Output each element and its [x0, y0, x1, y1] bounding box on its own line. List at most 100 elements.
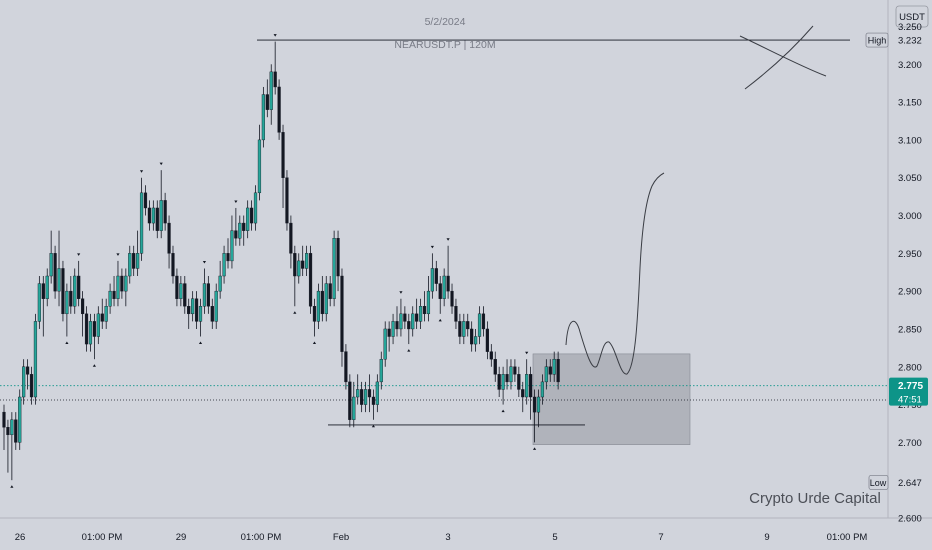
- candle[interactable]: [324, 276, 328, 322]
- candle[interactable]: [360, 381, 364, 413]
- candle[interactable]: [92, 313, 96, 360]
- candle[interactable]: [316, 283, 320, 329]
- candle[interactable]: [375, 374, 379, 413]
- candle[interactable]: [124, 268, 128, 307]
- candle[interactable]: [450, 283, 454, 314]
- candle[interactable]: [434, 260, 438, 292]
- candle[interactable]: [415, 298, 419, 329]
- candle[interactable]: [151, 200, 155, 231]
- candle[interactable]: [265, 79, 269, 118]
- candle[interactable]: [100, 298, 104, 329]
- candle[interactable]: [147, 200, 152, 231]
- candle[interactable]: [513, 359, 517, 382]
- candle[interactable]: [521, 381, 525, 413]
- candle[interactable]: [143, 185, 148, 216]
- candle[interactable]: [293, 245, 297, 307]
- candle[interactable]: [53, 245, 57, 299]
- candle[interactable]: [458, 313, 462, 345]
- candle[interactable]: [25, 359, 30, 390]
- candle[interactable]: [77, 260, 81, 307]
- candle[interactable]: [116, 260, 120, 307]
- candle[interactable]: [253, 185, 258, 231]
- candle[interactable]: [198, 298, 203, 337]
- candle[interactable]: [328, 276, 332, 307]
- candle[interactable]: [249, 200, 254, 231]
- candle[interactable]: [308, 245, 313, 314]
- candle[interactable]: [544, 359, 548, 390]
- candle[interactable]: [532, 389, 537, 443]
- candle[interactable]: [2, 404, 6, 450]
- candle[interactable]: [446, 245, 450, 299]
- time-axis[interactable]: 26 01:00 PM 29 01:00 PM Feb 3 5 7 9 01:00 PM: [15, 532, 868, 543]
- candle[interactable]: [159, 170, 163, 239]
- candle[interactable]: [399, 298, 403, 337]
- candle[interactable]: [238, 215, 242, 246]
- candle[interactable]: [33, 313, 38, 405]
- candle[interactable]: [352, 381, 356, 428]
- candle[interactable]: [210, 298, 214, 329]
- candle[interactable]: [22, 359, 26, 405]
- candle[interactable]: [489, 344, 493, 367]
- candle[interactable]: [6, 419, 10, 473]
- candle[interactable]: [57, 230, 61, 307]
- candle[interactable]: [18, 389, 22, 450]
- candle[interactable]: [191, 291, 195, 322]
- candle[interactable]: [10, 412, 14, 481]
- candle[interactable]: [273, 41, 277, 95]
- candle[interactable]: [61, 260, 65, 322]
- candle[interactable]: [139, 177, 144, 261]
- candle[interactable]: [383, 321, 387, 367]
- candle[interactable]: [289, 215, 293, 269]
- candle[interactable]: [214, 283, 218, 329]
- candle[interactable]: [493, 351, 497, 382]
- candle[interactable]: [430, 253, 434, 299]
- candle[interactable]: [128, 245, 132, 284]
- candle[interactable]: [454, 298, 458, 329]
- candle[interactable]: [88, 313, 93, 352]
- candle[interactable]: [474, 328, 478, 352]
- candle[interactable]: [132, 245, 136, 277]
- candle[interactable]: [556, 351, 560, 390]
- candle[interactable]: [344, 344, 348, 390]
- candle[interactable]: [497, 366, 501, 398]
- candle[interactable]: [49, 230, 53, 284]
- candle[interactable]: [80, 291, 85, 337]
- candle[interactable]: [403, 306, 407, 329]
- candle[interactable]: [418, 298, 423, 329]
- cross-stroke-1[interactable]: [739, 35, 827, 77]
- candle[interactable]: [363, 381, 368, 413]
- candle[interactable]: [226, 238, 230, 269]
- projection-path-drawing[interactable]: [565, 172, 665, 375]
- candle[interactable]: [477, 306, 482, 345]
- candle[interactable]: [277, 79, 281, 140]
- candle[interactable]: [65, 283, 69, 337]
- candle[interactable]: [517, 366, 521, 398]
- candle[interactable]: [136, 230, 140, 277]
- cross-stroke-2[interactable]: [744, 25, 814, 90]
- candle[interactable]: [438, 276, 442, 314]
- candle[interactable]: [230, 215, 234, 269]
- candle[interactable]: [332, 230, 336, 307]
- candle[interactable]: [14, 412, 18, 450]
- candle[interactable]: [175, 268, 179, 307]
- candle[interactable]: [356, 374, 360, 405]
- candle[interactable]: [163, 192, 167, 231]
- candle[interactable]: [301, 245, 305, 277]
- candle[interactable]: [112, 276, 116, 307]
- candle[interactable]: [261, 86, 265, 148]
- candle[interactable]: [395, 306, 399, 337]
- candle[interactable]: [481, 306, 486, 337]
- candle[interactable]: [340, 268, 344, 367]
- candle[interactable]: [155, 200, 159, 239]
- candle[interactable]: [501, 366, 505, 405]
- candle[interactable]: [183, 276, 187, 314]
- candle[interactable]: [548, 359, 552, 382]
- candle[interactable]: [120, 268, 124, 299]
- candle[interactable]: [179, 276, 183, 307]
- candle[interactable]: [312, 298, 317, 337]
- candle[interactable]: [529, 366, 533, 420]
- candle[interactable]: [104, 298, 108, 329]
- candle[interactable]: [509, 359, 513, 390]
- candle[interactable]: [305, 245, 309, 277]
